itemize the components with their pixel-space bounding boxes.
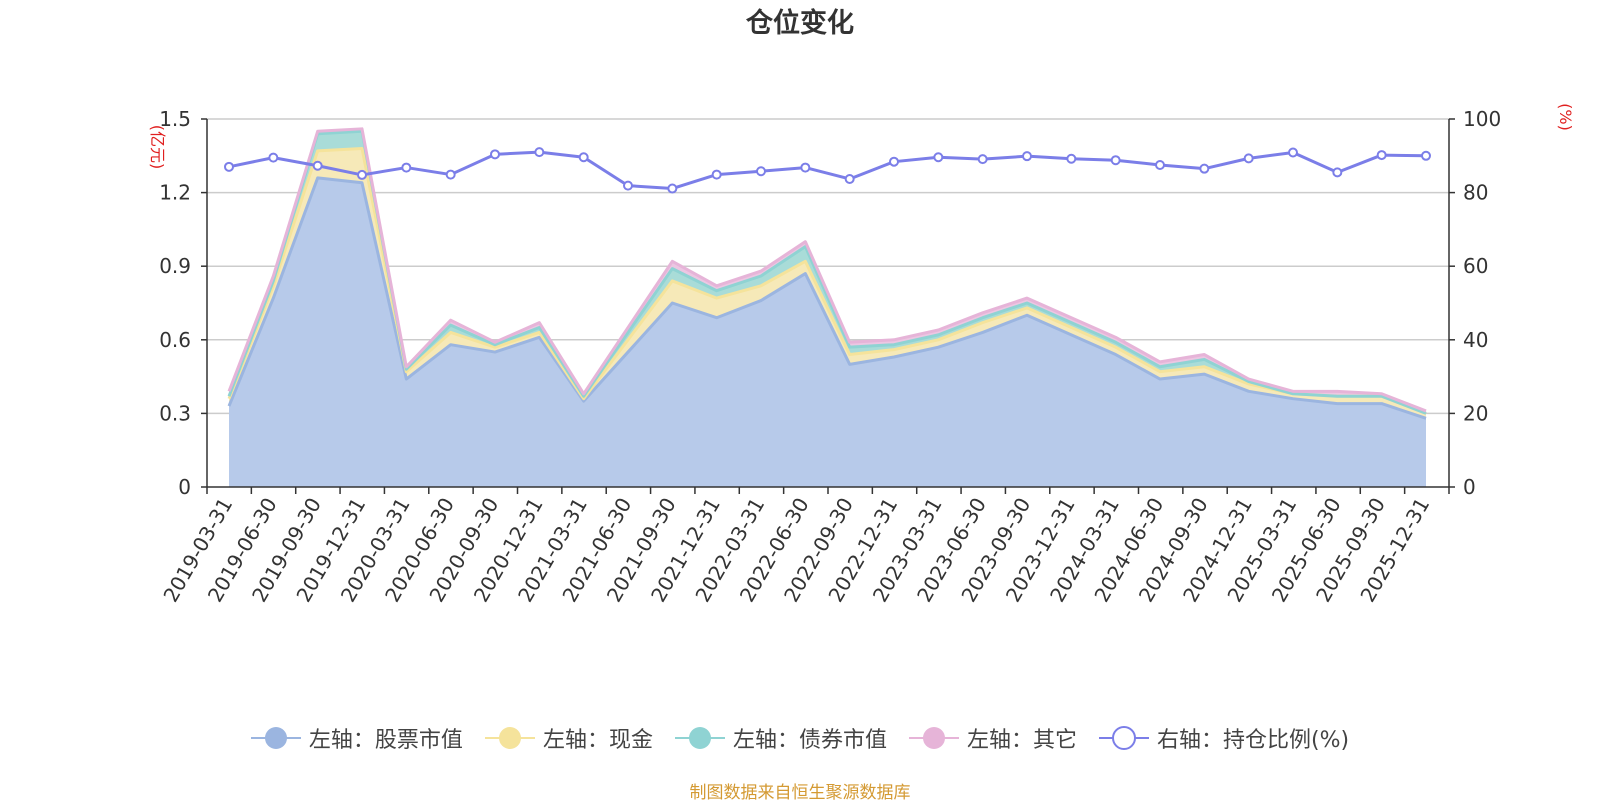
legend-item[interactable]: 左轴：其它 [908,722,1077,754]
legend-marker-icon [250,727,301,749]
right-tick-label: 20 [1463,401,1488,425]
left-tick-label: 0 [178,475,191,499]
ratio-point [1288,147,1298,158]
right-tick-label: 40 [1463,328,1488,352]
left-axis-unit: (亿元) [148,125,167,170]
ratio-point [490,149,500,160]
area-edge-左轴：股票市值 [227,176,1427,420]
ratio-point [667,183,678,194]
area-左轴：现金 [229,148,1426,419]
ratio-point [534,147,545,158]
legend-label: 左轴：现金 [542,728,653,753]
ratio-line [224,147,1431,194]
ratio-point [800,162,811,173]
ratio-point [1376,150,1387,161]
left-tick-label: 0.9 [159,254,191,278]
ratio-point [756,166,766,177]
ratio-point [401,162,412,173]
legend-marker-icon [484,727,535,749]
area-edge-左轴：现金 [227,146,1427,415]
ratio-point [711,169,722,180]
ratio-point [889,156,899,167]
legend-label: 左轴：股票市值 [308,728,463,753]
stacked-areas [227,127,1427,487]
ratio-point [268,152,279,163]
ratio-point [1110,155,1121,166]
ratio-point [1421,150,1431,161]
area-edge-左轴：其它 [227,127,1427,413]
ratio-point [1243,153,1254,164]
right-tick-label: 0 [1463,475,1476,499]
legend-marker-icon [1098,726,1149,750]
legend-item[interactable]: 右轴：持仓比例(%) [1098,722,1350,754]
left-tick-label: 1.2 [159,181,191,205]
area-左轴：股票市值 [229,177,1426,487]
right-tick-label: 100 [1463,107,1501,131]
data-source-note: 制图数据来自恒生聚源数据库 [689,783,911,803]
ratio-point [578,152,589,163]
ratio-point [445,169,456,180]
legend-label: 左轴：其它 [966,728,1077,753]
ratio-point [933,152,944,163]
ratio-point [224,161,234,172]
ratio-series-line [228,150,1427,191]
ratio-point [357,169,367,180]
ratio-point [623,180,633,191]
legend-item[interactable]: 左轴：现金 [484,722,653,754]
legend-item[interactable]: 左轴：债券市值 [674,722,887,754]
legend-marker-icon [674,727,725,749]
ratio-point [1199,163,1210,174]
legend-label: 左轴：债券市值 [732,728,887,753]
legend: 左轴：股票市值 左轴：现金 左轴：债券市值 左轴：其它 右轴：持仓比例(%) [0,718,1600,758]
left-tick-label: 0.3 [159,401,191,425]
ratio-point [1155,160,1165,170]
legend-marker-icon [908,727,959,749]
legend-item[interactable]: 左轴：股票市值 [250,722,463,754]
right-tick-label: 60 [1463,254,1488,278]
left-tick-label: 0.6 [159,328,191,352]
legend-label: 右轴：持仓比例(%) [1156,728,1350,753]
area-edge-左轴：债券市值 [227,129,1427,415]
chart-title: 仓位变化 [745,7,854,39]
ratio-point [977,154,988,165]
right-axis-unit: (%) [1556,103,1575,131]
left-tick-label: 1.5 [159,107,191,131]
ratio-point [312,160,323,171]
right-tick-label: 80 [1463,181,1488,205]
ratio-point [1066,153,1077,164]
ratio-point [844,173,855,184]
ratio-point [1022,151,1032,162]
ratio-point [1332,167,1343,178]
